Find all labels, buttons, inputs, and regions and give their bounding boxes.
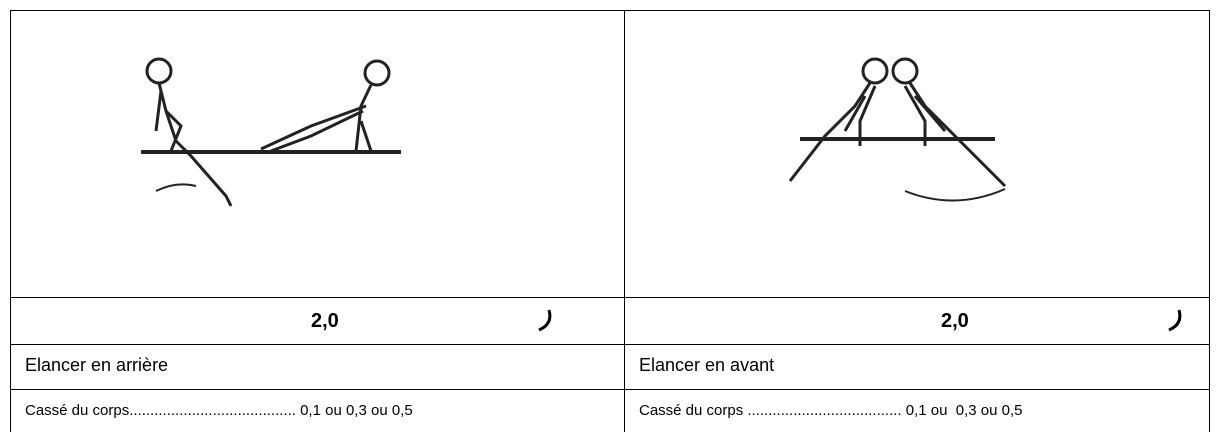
deduction-cell: Cassé du corps .........................…	[624, 389, 1210, 432]
element-name: Elancer en arrière	[25, 355, 169, 375]
symbol	[1168, 309, 1182, 332]
name-cell: Elancer en arrière	[10, 344, 624, 389]
symbol	[538, 309, 552, 332]
value-cell: 2,0	[624, 297, 1210, 344]
deduction: Cassé du corps..........................…	[25, 402, 413, 419]
element-name: Elancer en avant	[639, 355, 775, 375]
figure-backward-swing	[141, 57, 401, 207]
deduction: Cassé du corps .........................…	[639, 402, 1023, 419]
image-cell	[10, 10, 624, 297]
figure-forward-swing	[788, 57, 1007, 202]
image-cell	[624, 10, 1210, 297]
value-cell: 2,0	[10, 297, 624, 344]
name-cell: Elancer en avant	[624, 344, 1210, 389]
deduction-cell: Cassé du corps..........................…	[10, 389, 624, 432]
value: 2,0	[311, 310, 339, 332]
value: 2,0	[941, 310, 969, 332]
table: 2,0 2,0 Elancer en arrière Elancer en av…	[10, 10, 1210, 432]
